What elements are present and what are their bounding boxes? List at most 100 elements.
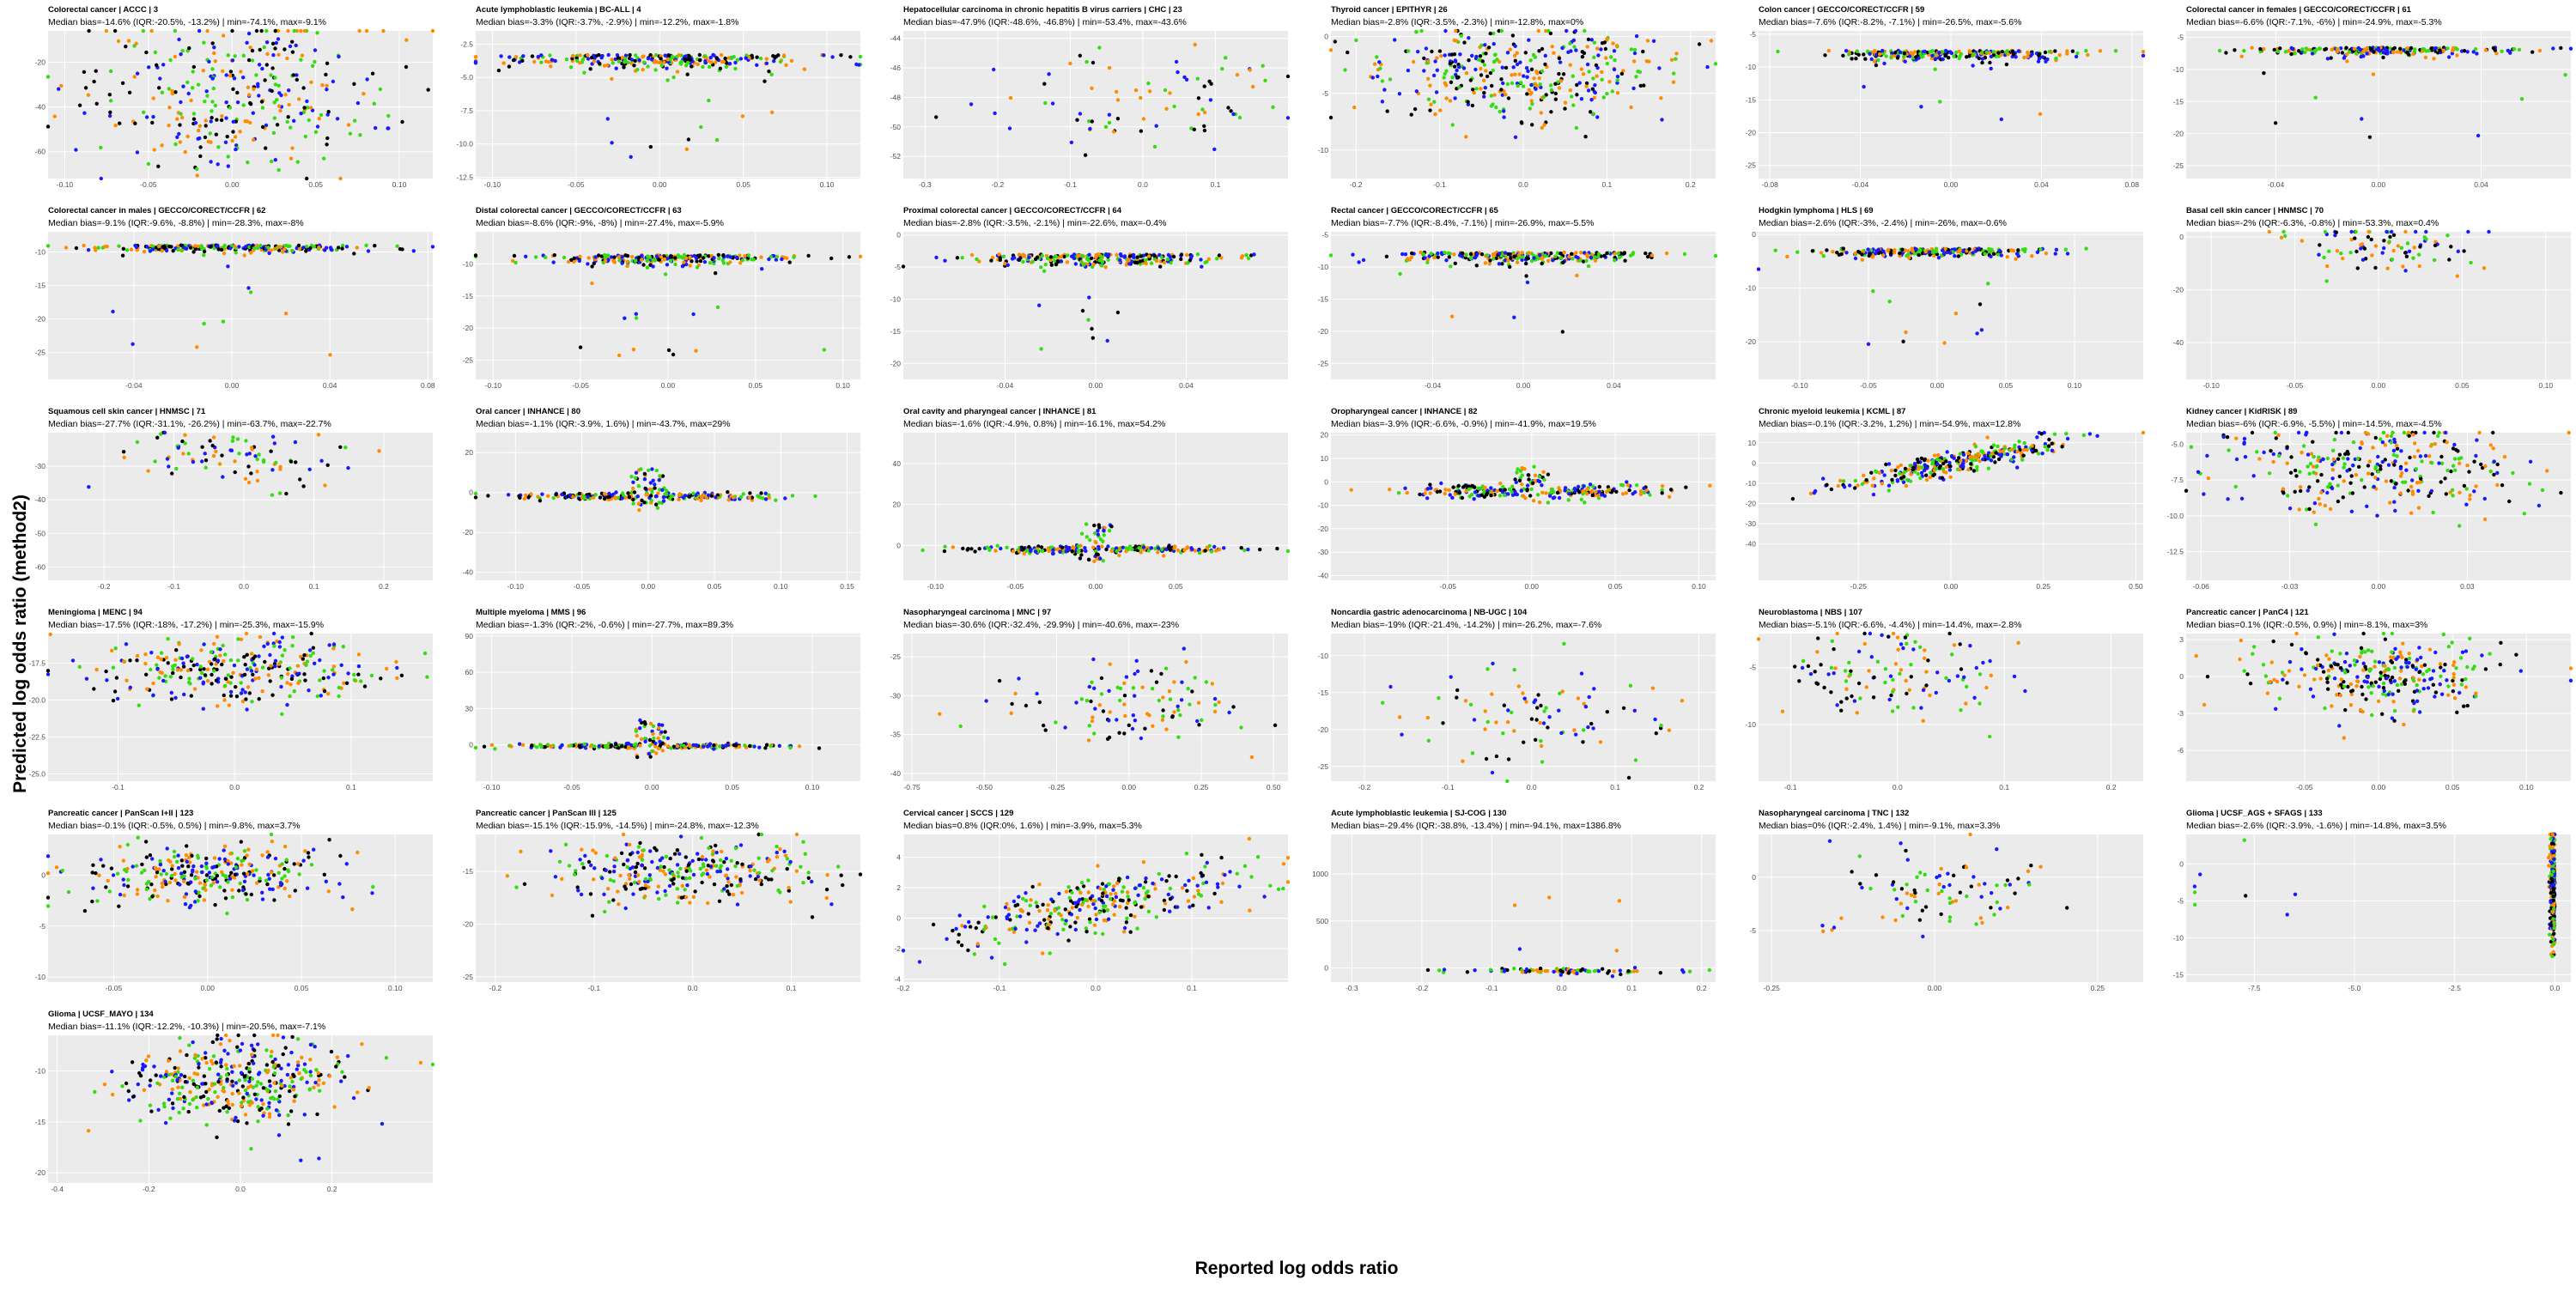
data-point [1941, 249, 1944, 252]
x-tick-label: -0.05 [1860, 381, 1877, 390]
y-axis-label: Predicted log odds ratio (method2) [10, 494, 31, 793]
data-point [626, 260, 629, 264]
data-point [1167, 544, 1170, 548]
data-point [1150, 262, 1153, 265]
data-point [635, 68, 639, 71]
data-point [2511, 471, 2514, 475]
data-point [1448, 255, 1451, 258]
data-point [1532, 465, 1535, 469]
data-point [271, 53, 275, 57]
data-point [2342, 457, 2345, 460]
data-point [193, 244, 197, 247]
data-point [2321, 458, 2324, 461]
data-point [659, 57, 662, 60]
data-point [617, 56, 620, 59]
data-point [279, 245, 283, 248]
data-point [49, 633, 52, 636]
data-point [2374, 244, 2378, 247]
x-tick-label: -0.05 [140, 180, 157, 189]
data-point [1137, 546, 1140, 549]
data-point [1863, 58, 1867, 61]
x-tick-label: -0.3 [919, 180, 932, 189]
data-point [2346, 450, 2349, 453]
data-point [2458, 462, 2461, 465]
data-point [260, 100, 264, 103]
data-point [2366, 471, 2370, 475]
data-point [2017, 49, 2020, 52]
data-point [1116, 98, 1120, 101]
data-point [695, 257, 698, 260]
data-point [1589, 98, 1593, 101]
data-point [775, 255, 779, 258]
data-point [739, 57, 743, 60]
data-point [332, 664, 336, 668]
data-point [1106, 258, 1109, 262]
data-point [1091, 61, 1095, 64]
data-point [216, 145, 220, 149]
data-point [1415, 89, 1419, 93]
scatter-panel: Basal cell skin cancer | HNMSC | 70Media… [2173, 206, 2571, 390]
data-point [2040, 432, 2044, 435]
data-point [648, 488, 652, 491]
data-point [2452, 443, 2456, 446]
data-point [2427, 454, 2431, 458]
data-point [1522, 74, 1525, 77]
data-point [1593, 83, 1596, 87]
data-point [1466, 100, 1469, 104]
data-point [236, 437, 240, 440]
data-point [323, 248, 326, 252]
data-point [1893, 469, 1897, 472]
data-point [395, 666, 398, 670]
data-point [2262, 47, 2265, 51]
x-tick-label: 0.04 [1607, 381, 1621, 390]
data-point [631, 481, 635, 484]
data-point [2252, 474, 2256, 477]
scatter-panel: Colon cancer | GECCO/CORECT/CCFR | 59Med… [1746, 5, 2145, 189]
scatter-panel: Acute lymphoblastic leukemia | BC-ALL | … [457, 5, 863, 189]
data-point [2430, 489, 2433, 493]
data-point [274, 158, 277, 161]
data-point [337, 55, 340, 58]
data-point [780, 258, 783, 261]
data-point [662, 495, 665, 499]
data-point [2099, 49, 2102, 52]
data-point [249, 471, 252, 475]
data-point [1471, 104, 1474, 107]
data-point [1941, 462, 1945, 465]
y-tick-label: 0 [896, 231, 901, 240]
data-point [154, 51, 157, 54]
data-point [1072, 257, 1076, 260]
data-point [2372, 72, 2375, 76]
data-point [2075, 55, 2078, 58]
data-point [1393, 38, 1396, 41]
data-point [114, 124, 118, 127]
data-point [1534, 88, 1537, 91]
data-point [1908, 464, 1911, 467]
data-point [197, 129, 200, 132]
data-point [2416, 449, 2420, 452]
data-point [1954, 312, 1958, 315]
data-point [1621, 492, 1625, 495]
data-point [2329, 507, 2332, 511]
data-point [1546, 500, 1550, 504]
data-point [1844, 49, 1848, 52]
data-point [1563, 488, 1566, 492]
data-point [1924, 474, 1928, 477]
data-point [210, 109, 213, 112]
data-point [523, 497, 526, 500]
data-point [1099, 537, 1103, 541]
data-point [113, 29, 117, 33]
data-point [1263, 79, 1267, 82]
data-point [2381, 460, 2385, 464]
data-point [1583, 135, 1587, 138]
data-point [632, 501, 635, 505]
data-point [2306, 464, 2309, 468]
data-point [2006, 255, 2009, 258]
data-point [2385, 230, 2388, 234]
data-point [1258, 548, 1261, 551]
data-point [2363, 246, 2366, 250]
data-point [290, 146, 294, 149]
data-point [261, 665, 264, 669]
x-tick-label: -0.1 [1433, 180, 1446, 189]
